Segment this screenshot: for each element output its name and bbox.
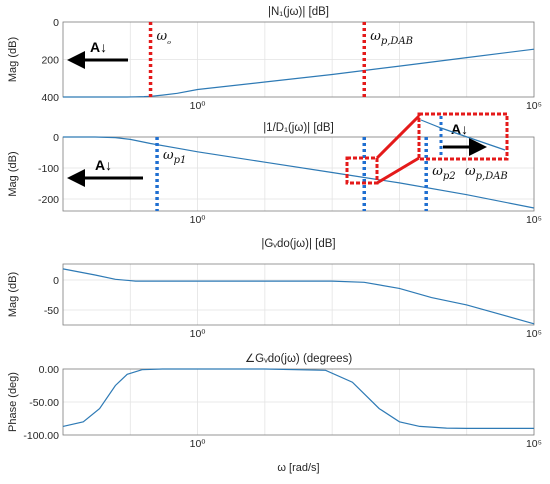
y-tick-label: 400 xyxy=(41,92,59,104)
series-line xyxy=(62,268,535,325)
y-tick-label: 0 xyxy=(53,132,59,144)
marker-label: ωp,DAB xyxy=(465,164,508,182)
zoom-inset-box xyxy=(417,112,509,161)
zoom-connector xyxy=(376,156,420,185)
y-axis-label: Mag (dB) xyxy=(7,37,19,82)
y-tick-label: -100.00 xyxy=(23,430,59,442)
panel-title: |1/D₁(jω)| [dB] xyxy=(263,122,334,134)
panel-title: |Gᵥdo(jω)| [dB] xyxy=(261,238,335,250)
y-tick-label: -50.00 xyxy=(29,397,59,409)
x-tick-label: 10⁵ xyxy=(526,328,542,340)
series-line xyxy=(63,48,535,98)
marker-label: ωp,DAB xyxy=(370,29,413,47)
x-tick-label: 10⁰ xyxy=(190,214,207,226)
y-tick-label: -100 xyxy=(38,163,59,175)
y-axis-label: Mag (dB) xyxy=(7,272,19,317)
direction-arrow-label: A↓ xyxy=(95,157,112,173)
x-tick-label: 10⁵ xyxy=(526,214,542,226)
y-tick-label: 0 xyxy=(53,17,59,29)
marker-label: ωp1 xyxy=(163,148,186,166)
panel-1: |N₁(jω)| [dB] 0 200 400 10⁰ 10⁵ Mag (dB) ωₒ ωp,D… xyxy=(7,6,542,112)
marker-label: ωₒ xyxy=(157,29,172,47)
panel-3: |Gᵥdo(jω)| [dB] 0 -50 10⁰ 10⁵ Mag (dB) xyxy=(7,238,542,340)
x-axis-label: ω [rad/s] xyxy=(277,462,319,474)
panel-title: |N₁(jω)| [dB] xyxy=(268,6,329,18)
marker-label: ωp2 xyxy=(432,164,455,182)
series-line xyxy=(63,136,535,209)
zoom-source-box xyxy=(345,156,379,185)
x-tick-label: 10⁵ xyxy=(526,100,542,112)
inset-curve xyxy=(420,119,506,151)
panel-2: |1/D₁(jω)| [dB] 0 -100 -200 10⁰ 10⁵ Mag (dB) ωp… xyxy=(7,112,542,226)
y-axis-label: Mag (dB) xyxy=(7,151,19,196)
axes-box xyxy=(62,263,535,326)
y-tick-label: 200 xyxy=(41,55,59,67)
x-tick-label: 10⁰ xyxy=(190,100,207,112)
axes-box xyxy=(62,21,535,98)
y-tick-label: -200 xyxy=(38,194,59,206)
y-tick-label: 0 xyxy=(53,275,59,287)
series-line xyxy=(62,368,534,429)
x-tick-label: 10⁰ xyxy=(190,438,207,450)
axes-box xyxy=(62,368,535,436)
direction-arrow-label: A↓ xyxy=(90,39,107,55)
y-tick-label: 0.00 xyxy=(39,364,60,376)
x-tick-label: 10⁵ xyxy=(526,438,542,450)
zoom-connector xyxy=(375,114,421,160)
panel-title: ∠Gᵥdo(jω) (degrees) xyxy=(245,353,353,365)
y-axis-label: Phase (deg) xyxy=(7,372,19,432)
y-tick-label: -50 xyxy=(44,305,59,317)
panel-4: ∠Gᵥdo(jω) (degrees) 0.00 -50.00 -100.00 10⁰ 1… xyxy=(7,353,542,474)
axes-box xyxy=(62,136,535,212)
x-tick-label: 10⁰ xyxy=(190,328,207,340)
